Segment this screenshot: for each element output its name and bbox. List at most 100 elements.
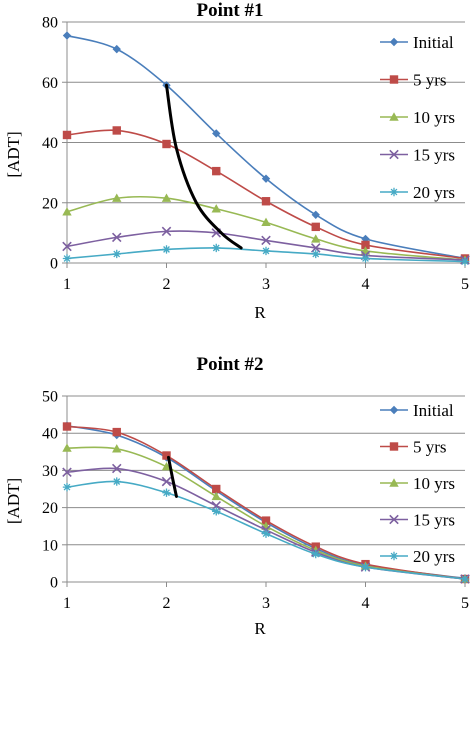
chart-title: Point #2 xyxy=(196,354,263,375)
series-15-yrs xyxy=(62,226,470,265)
series-5-yrs xyxy=(62,422,470,584)
x-tick-label: 5 xyxy=(461,595,469,612)
trend-annotation-line xyxy=(165,83,243,250)
data-point xyxy=(161,226,172,237)
data-point xyxy=(361,240,370,250)
data-point xyxy=(62,31,72,40)
data-point xyxy=(261,246,271,256)
y-tick-label: 50 xyxy=(42,389,58,406)
legend-marker xyxy=(389,149,399,160)
data-point xyxy=(161,476,172,487)
chart-panel-2: Point #2 0 10 20 30 40 50 1 2 3 4 5 R [ADT] Initial 5 y… xyxy=(4,354,470,638)
legend-entry: 10 yrs xyxy=(380,108,455,127)
data-point xyxy=(62,443,72,452)
x-tick-label: 2 xyxy=(163,595,171,612)
data-point xyxy=(311,549,320,559)
legend-label: 20 yrs xyxy=(413,547,455,566)
series-initial xyxy=(62,31,470,263)
data-point xyxy=(62,422,72,431)
trend-annotation-line xyxy=(166,455,178,498)
data-point xyxy=(311,210,320,219)
legend-label: 5 yrs xyxy=(413,71,447,90)
data-point xyxy=(62,482,72,492)
chart-title: Point #1 xyxy=(196,0,263,21)
y-tick-label: 60 xyxy=(42,75,58,92)
data-point xyxy=(162,245,171,254)
data-point xyxy=(212,484,221,494)
data-point xyxy=(62,241,72,252)
y-tick-label: 0 xyxy=(50,575,58,592)
legend-label: Initial xyxy=(413,33,454,52)
data-point xyxy=(361,562,370,572)
x-tick-label: 3 xyxy=(262,595,270,612)
data-point xyxy=(261,516,271,525)
data-point xyxy=(112,427,121,437)
y-tick-label: 20 xyxy=(42,195,58,212)
data-point xyxy=(311,222,320,232)
x-tick-label: 4 xyxy=(362,595,370,612)
data-point xyxy=(311,249,320,259)
data-point xyxy=(460,574,470,584)
data-point xyxy=(212,507,221,516)
x-tick-label: 2 xyxy=(163,276,171,293)
data-point xyxy=(161,193,172,202)
legend-marker xyxy=(389,551,399,561)
series-10-yrs xyxy=(62,193,470,264)
legend-label: 10 yrs xyxy=(413,108,455,127)
legend-label: Initial xyxy=(413,401,454,420)
data-point xyxy=(62,254,72,263)
data-point xyxy=(212,166,221,176)
legend-marker xyxy=(389,514,399,525)
data-point xyxy=(112,44,121,54)
y-tick-label: 0 xyxy=(50,256,58,273)
x-tick-label: 1 xyxy=(63,595,71,612)
legend-marker xyxy=(389,187,399,197)
legend-label: 5 yrs xyxy=(413,438,447,457)
legend-entry: 15 yrs xyxy=(380,511,455,530)
series-initial xyxy=(62,421,470,583)
legend-label: 20 yrs xyxy=(413,183,455,202)
y-tick-label: 30 xyxy=(42,463,58,480)
x-tick-label: 1 xyxy=(63,276,71,293)
x-tick-label: 4 xyxy=(362,276,370,293)
data-point xyxy=(111,463,122,474)
data-point xyxy=(311,234,321,243)
x-tick-label: 3 xyxy=(262,276,270,293)
y-axis-label: [ADT] xyxy=(4,131,23,177)
legend-entry: Initial xyxy=(380,401,454,420)
data-point xyxy=(112,249,121,259)
chart-panel-1: Point #1 0 20 40 60 80 1 2 3 4 5 R [ADT] Initial 5 yrs… xyxy=(4,0,470,322)
data-point xyxy=(112,444,122,453)
legend-label: 15 yrs xyxy=(413,511,455,530)
legend-marker xyxy=(389,75,399,84)
legend-label: 10 yrs xyxy=(413,474,455,493)
legend-marker xyxy=(389,405,399,415)
y-tick-label: 80 xyxy=(42,15,58,32)
data-point xyxy=(261,529,271,538)
legend-entry: 15 yrs xyxy=(380,146,455,165)
data-point xyxy=(162,139,171,149)
legend-marker xyxy=(389,478,399,487)
data-point xyxy=(460,257,470,266)
series-line xyxy=(66,446,466,580)
legend-entry: 5 yrs xyxy=(380,438,447,457)
data-point xyxy=(111,232,122,243)
legend-label: 15 yrs xyxy=(413,146,455,165)
data-point xyxy=(212,243,221,253)
data-point xyxy=(62,467,72,478)
data-point xyxy=(310,243,321,253)
x-axis-label: R xyxy=(254,303,266,322)
series-20-yrs xyxy=(62,477,470,584)
legend-marker xyxy=(389,112,399,121)
legend-marker xyxy=(389,37,399,47)
series-line xyxy=(66,129,466,260)
legend-entry: Initial xyxy=(380,33,454,52)
data-point xyxy=(261,217,271,227)
data-point xyxy=(62,130,72,140)
data-point xyxy=(211,204,221,213)
legend-marker xyxy=(389,442,399,451)
legend-entry: 10 yrs xyxy=(380,474,455,493)
data-point xyxy=(112,477,121,486)
y-tick-label: 40 xyxy=(42,135,58,152)
